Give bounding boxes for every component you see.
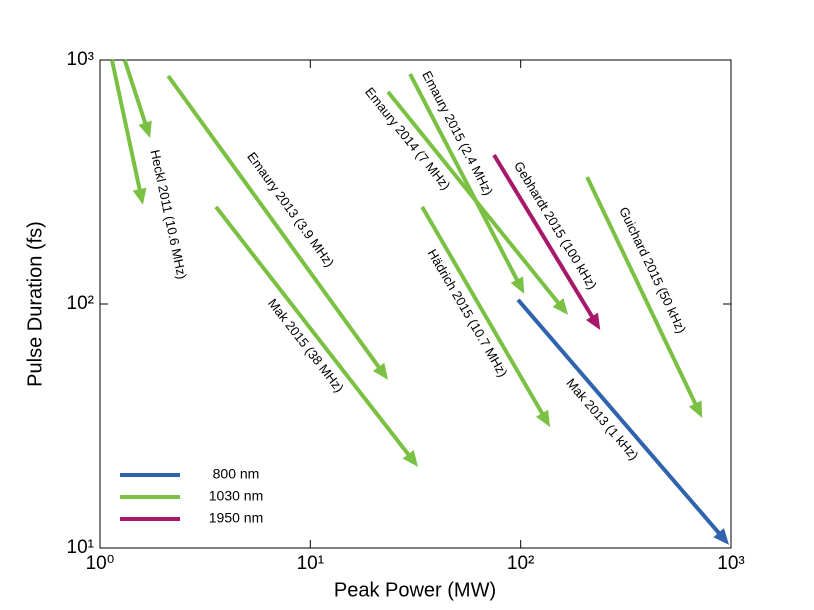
arrow-head <box>510 276 525 294</box>
arrow-head <box>402 449 418 467</box>
arrow-label: Emaury 2013 (3.9 MHz) <box>244 149 337 270</box>
arrow-head <box>713 528 730 545</box>
arrow-shaft <box>408 73 524 290</box>
y-tick-label: 10¹ <box>67 537 94 558</box>
arrow-shaft <box>492 153 599 326</box>
y-tick-label: 10² <box>67 293 94 314</box>
x-tick-label: 10² <box>507 553 534 574</box>
arrow-shaft <box>122 59 151 133</box>
arrow-label: Heckl 2011 (10.6 MHz) <box>147 148 189 280</box>
arrow-head <box>585 312 601 331</box>
arrow-head <box>138 120 152 138</box>
plot-frame <box>99 59 732 549</box>
x-tick-label: 10³ <box>717 553 744 574</box>
arrow-shaft <box>585 176 702 414</box>
arrow-shaft <box>420 205 549 423</box>
x-tick-label: 10⁰ <box>86 553 115 574</box>
arrow-head <box>688 400 703 419</box>
arrow-head <box>535 409 551 428</box>
arrow-shaft <box>214 205 416 464</box>
arrow-label: Mak 2015 (38 MHz) <box>265 296 347 395</box>
legend-label: 1950 nm <box>209 510 263 526</box>
x-tick-label: 10¹ <box>297 553 324 574</box>
y-tick-label: 10³ <box>67 49 94 70</box>
arrow-head <box>552 298 569 315</box>
arrow-label: Mak 2013 (1 kHz) <box>563 375 641 463</box>
arrow-head <box>132 187 147 205</box>
legend-label: 800 nm <box>213 466 260 482</box>
x-axis-label: Peak Power (MW) <box>334 579 496 601</box>
arrow-head <box>372 362 388 380</box>
legend-label: 1030 nm <box>209 488 263 504</box>
arrow-shaft <box>166 74 387 377</box>
arrow-shaft <box>516 298 727 542</box>
y-axis-label: Pulse Duration (fs) <box>24 221 46 387</box>
arrow-label: Hädrich 2015 (10.7 MHz) <box>425 246 511 379</box>
arrow-shaft <box>110 59 144 200</box>
